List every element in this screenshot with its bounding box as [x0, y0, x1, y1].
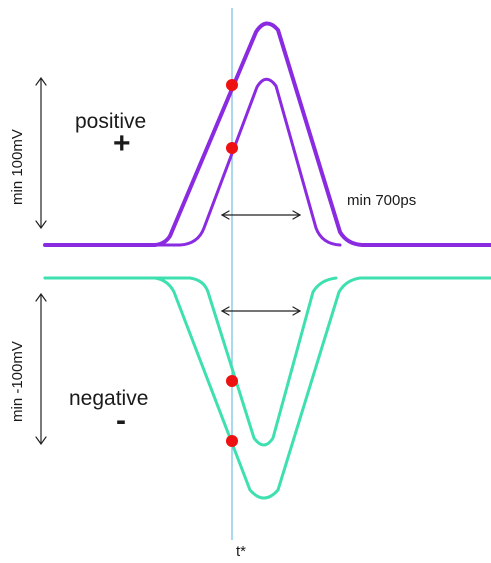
negative-pulses — [43, 276, 491, 500]
positive-amplitude-label: min 100mV — [9, 129, 26, 205]
amplitude-arrows — [35, 76, 47, 446]
crossing-markers — [226, 79, 238, 447]
marker-dot — [226, 435, 238, 447]
positive-label: positive — [75, 110, 146, 133]
positive-pulse-large — [43, 21, 491, 247]
marker-dot — [226, 142, 238, 154]
negative-label: negative — [69, 387, 148, 410]
positive-pulses — [43, 21, 491, 247]
min-width-label: min 700ps — [347, 192, 416, 209]
negative-sign: - — [116, 404, 126, 437]
negative-pulse-small — [43, 276, 338, 447]
positive-pulse-small — [43, 77, 342, 247]
marker-dot — [226, 79, 238, 91]
time-marker-label: t* — [236, 543, 246, 560]
positive-sign: + — [113, 127, 131, 160]
negative-amplitude-label: min -100mV — [9, 341, 26, 422]
width-arrows — [220, 210, 302, 316]
negative-pulse-large — [43, 276, 491, 500]
marker-dot — [226, 375, 238, 387]
